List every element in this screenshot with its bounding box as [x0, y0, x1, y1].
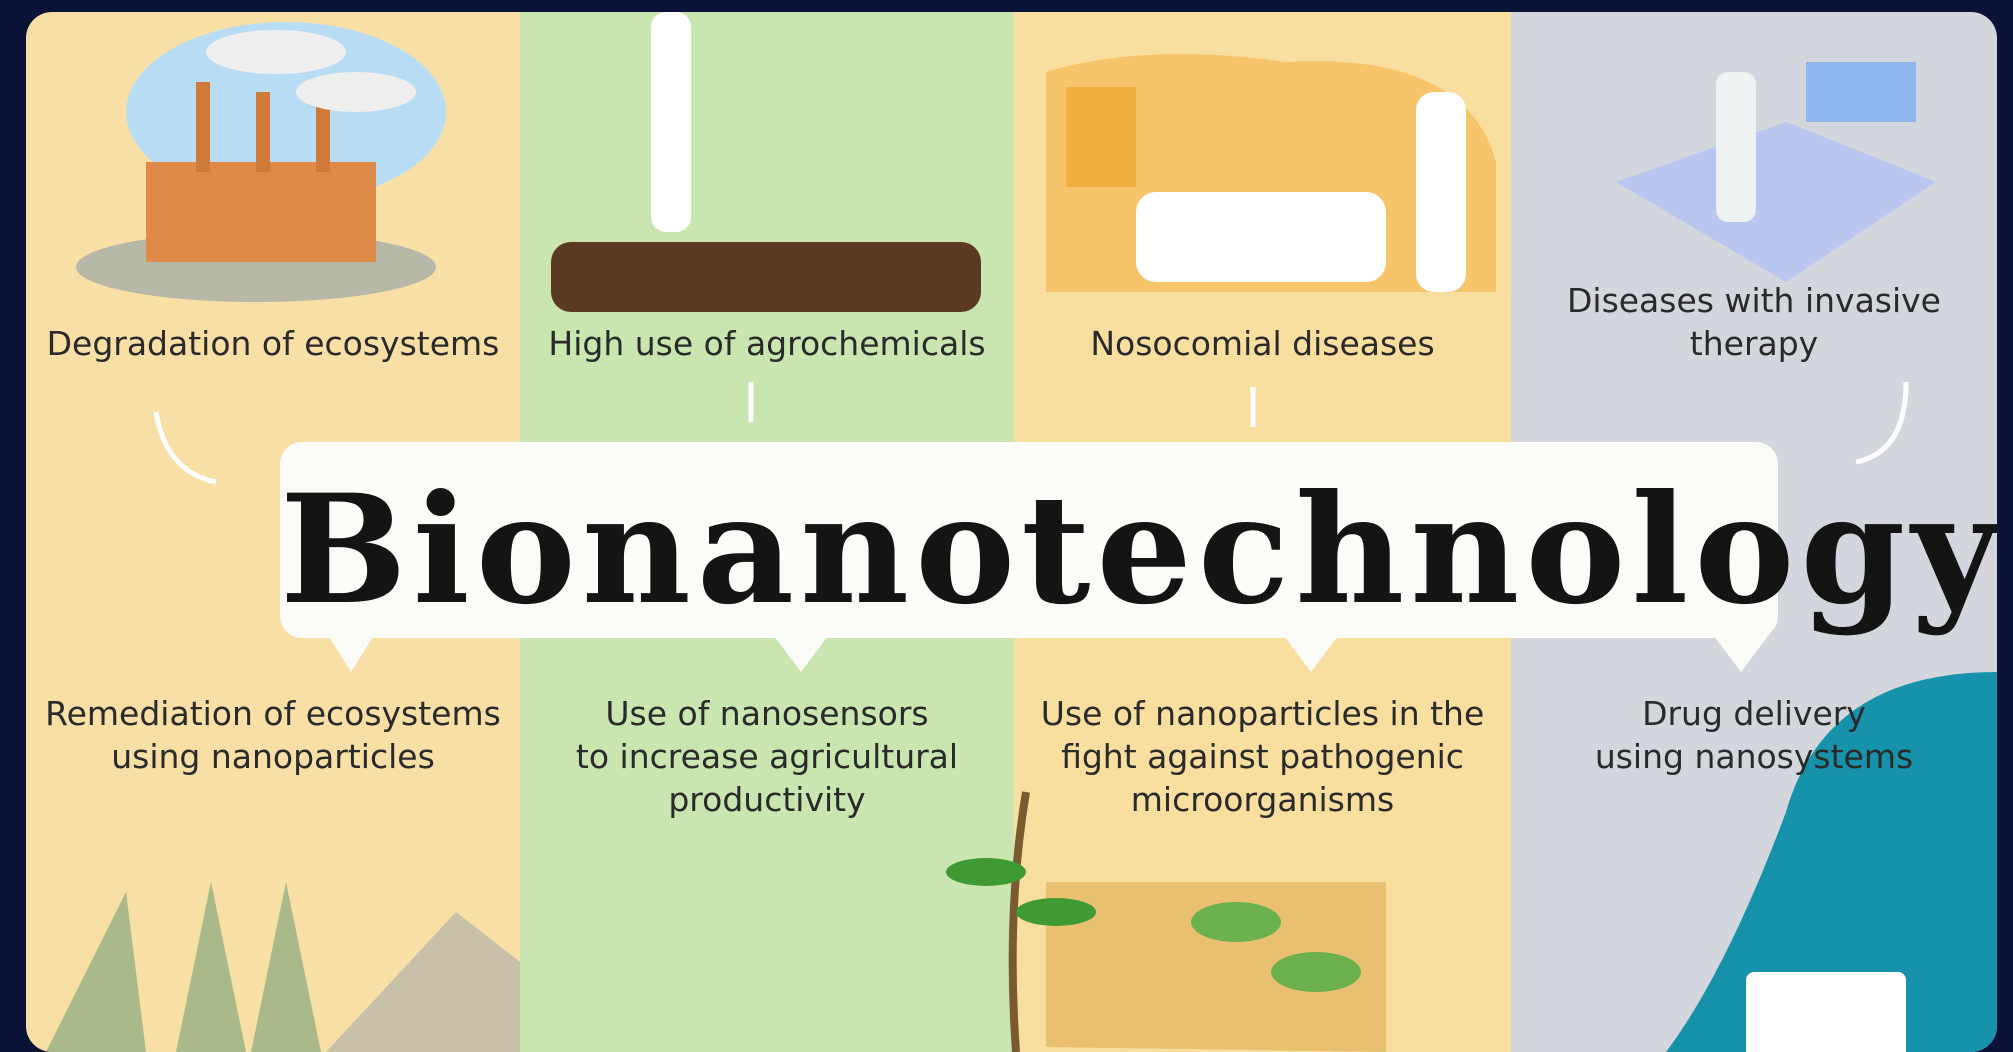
page: Bionanotechnology Degradation of ecosyst… — [0, 0, 2013, 1031]
title: Bionanotechnology — [280, 462, 1778, 638]
text-line: Degradation of ecosystems — [26, 322, 520, 365]
text-line: microorganisms — [1014, 778, 1511, 821]
title-box: Bionanotechnology — [280, 442, 1778, 638]
problem-label: Degradation of ecosystems — [26, 322, 520, 365]
problem-label: Nosocomial diseases — [1014, 322, 1511, 365]
infographic: Bionanotechnology Degradation of ecosyst… — [26, 12, 1997, 1052]
text-line: High use of agrochemicals — [520, 322, 1014, 365]
text-line: Use of nanosensors — [520, 692, 1014, 735]
text-line: therapy — [1511, 322, 1997, 365]
text-line: to increase agricultural — [520, 735, 1014, 778]
text-line: fight against pathogenic — [1014, 735, 1511, 778]
text-line: using nanosystems — [1511, 735, 1997, 778]
text-line: productivity — [520, 778, 1014, 821]
text-line: Remediation of ecosystems — [26, 692, 520, 735]
text-line: Use of nanoparticles in the — [1014, 692, 1511, 735]
text-line: using nanoparticles — [26, 735, 520, 778]
text-line: Drug delivery — [1511, 692, 1997, 735]
problem-label: High use of agrochemicals — [520, 322, 1014, 365]
text-line: Nosocomial diseases — [1014, 322, 1511, 365]
text-line: Diseases with invasive — [1511, 279, 1997, 322]
